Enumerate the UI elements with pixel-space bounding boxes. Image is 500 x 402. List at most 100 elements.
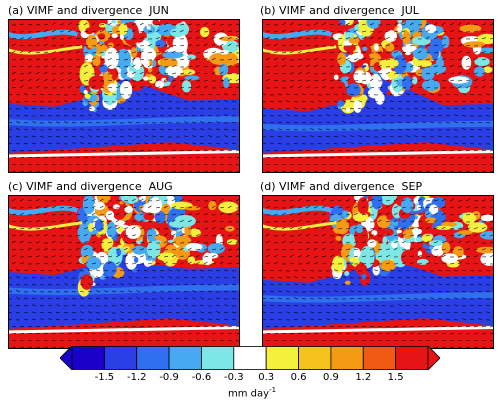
field-patch (120, 67, 128, 79)
vector-arrow (120, 297, 125, 300)
vector-arrow (393, 219, 398, 223)
vector-arrow (457, 163, 462, 166)
vector-arrow (19, 346, 24, 349)
vector-arrow (473, 241, 478, 244)
vector-arrow (329, 65, 334, 68)
vector-arrow (27, 170, 32, 173)
vector-arrow (187, 247, 192, 251)
vector-arrow (176, 142, 181, 145)
field-patch (115, 48, 132, 70)
vector-arrow (67, 198, 72, 202)
vector-arrow (67, 65, 72, 68)
vector-arrow (160, 115, 165, 117)
vector-arrow (219, 156, 224, 159)
vector-arrow (131, 325, 136, 328)
vector-arrow (208, 108, 213, 110)
vector-arrow (334, 101, 339, 103)
vector-arrow (175, 298, 181, 300)
vector-arrow (115, 325, 120, 328)
vector-arrow (321, 205, 326, 209)
vector-arrow (91, 65, 96, 68)
vector-arrow (32, 269, 37, 272)
vector-arrow (187, 213, 192, 216)
vector-arrow (353, 339, 358, 342)
vector-arrow (377, 199, 382, 202)
vector-arrow (43, 36, 48, 40)
vector-arrow (216, 128, 221, 131)
vector-arrow (369, 234, 374, 237)
vector-arrow (227, 262, 232, 265)
vector-arrow (184, 311, 189, 314)
colorbar-units-exponent: -1 (269, 386, 277, 394)
field-patch (441, 253, 458, 264)
vector-arrow (438, 304, 443, 307)
vector-arrow (366, 93, 371, 96)
field-patch (417, 60, 432, 68)
field-patch (219, 52, 238, 67)
vector-arrow (417, 73, 422, 75)
field-patch (155, 80, 165, 89)
vector-arrow (179, 339, 184, 342)
vector-arrow (192, 290, 197, 293)
colorbar-box (362, 346, 397, 370)
vector-arrow (115, 58, 120, 61)
vector-arrow (48, 304, 53, 307)
vector-arrow (409, 262, 414, 265)
vector-arrow (369, 205, 374, 209)
vector-arrow (59, 58, 64, 61)
field-patch (402, 75, 412, 91)
vector-arrow (449, 219, 454, 223)
vector-arrow (329, 170, 334, 173)
field-patch (344, 280, 351, 285)
vector-arrow (187, 163, 192, 166)
vector-arrow (305, 80, 311, 82)
vector-arrow (163, 233, 168, 237)
vector-arrow (361, 79, 366, 82)
field-patch (355, 196, 360, 202)
vector-arrow (377, 206, 382, 209)
vector-arrow (83, 149, 88, 152)
vector-arrow (342, 311, 347, 314)
vector-arrow (414, 304, 419, 307)
vector-arrow (321, 262, 326, 265)
field-patch (181, 80, 192, 93)
vector-arrow (51, 332, 56, 335)
vector-arrow (457, 156, 462, 159)
vector-arrow (278, 297, 283, 300)
vector-arrow (11, 261, 16, 265)
vector-arrow (51, 346, 56, 349)
vector-arrow (155, 156, 160, 159)
field-patch (105, 210, 115, 221)
vector-arrow (11, 325, 16, 328)
vector-arrow (289, 254, 294, 258)
vector-arrow (187, 199, 192, 202)
vector-arrow (139, 332, 144, 335)
field-patch (218, 201, 239, 214)
vector-arrow (433, 219, 438, 223)
vector-arrow (286, 114, 291, 117)
vector-arrow (313, 332, 318, 335)
vector-arrow (232, 318, 237, 321)
vector-arrow (305, 58, 310, 61)
vector-arrow (470, 318, 475, 321)
vector-arrow (195, 65, 200, 68)
field-patch (133, 256, 139, 264)
vector-arrow (27, 247, 32, 251)
vector-arrow (235, 240, 240, 244)
vector-arrow (91, 30, 96, 33)
vector-arrow (390, 114, 395, 117)
vector-arrow (433, 255, 438, 258)
vector-arrow (457, 58, 462, 61)
vector-arrow (326, 276, 331, 279)
vector-arrow (465, 339, 470, 342)
vector-arrow (441, 332, 446, 335)
vector-arrow (270, 318, 275, 321)
vector-arrow (369, 36, 374, 40)
vector-arrow (107, 149, 112, 152)
vector-arrow (99, 24, 105, 26)
vector-arrow (56, 135, 61, 138)
vector-arrow (446, 107, 451, 110)
colorbar-units-text: mm day (228, 388, 270, 400)
vector-arrow (425, 58, 430, 61)
vector-arrow (59, 170, 64, 173)
